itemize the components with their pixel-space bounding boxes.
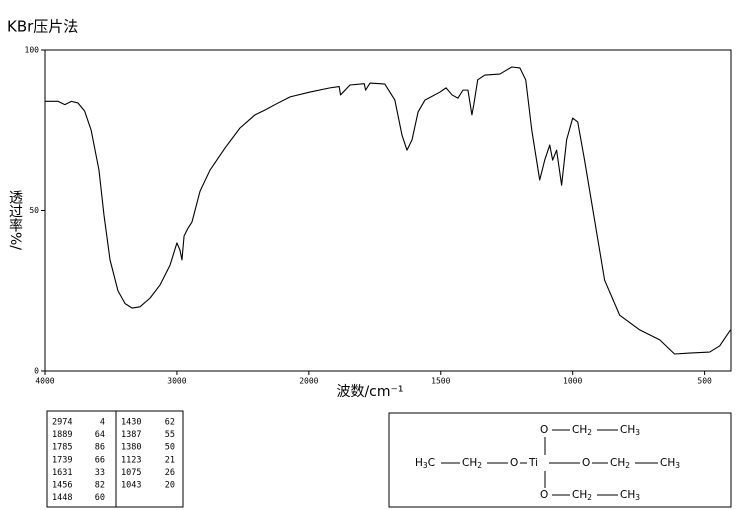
x-tick-label: 2000: [299, 377, 318, 386]
atom: CH: [620, 489, 635, 501]
structure-label: O: [540, 424, 548, 436]
subscript: 3: [675, 461, 680, 470]
x-tick-label: 3000: [167, 377, 186, 386]
peak-table-cell: 1448: [52, 493, 72, 503]
x-tick-label: 4000: [35, 377, 54, 386]
atom: CH: [462, 457, 477, 469]
peak-table-cell: 1043: [121, 481, 141, 491]
atom: CH: [610, 457, 625, 469]
peak-table-cell: 1387: [121, 430, 141, 440]
structure-label: O: [510, 457, 518, 469]
peak-table-cell: 86: [95, 443, 105, 453]
peak-table-cell: 1631: [52, 468, 72, 478]
peak-table-cell: 1785: [52, 443, 72, 453]
peak-table-cell: 1380: [121, 443, 141, 453]
peak-table-cell: 1456: [52, 481, 72, 491]
y-tick-label: 0: [34, 367, 39, 376]
peak-table-cell: 1075: [121, 468, 141, 478]
atom: O: [540, 424, 548, 436]
subscript: 2: [587, 428, 592, 437]
peak-table-cell: 4: [100, 418, 105, 428]
peak-table-cell: 20: [165, 481, 175, 491]
y-tick-label: 100: [25, 46, 40, 55]
peak-table-cell: 26: [165, 468, 175, 478]
peak-table-cell: 2974: [52, 418, 72, 428]
x-axis-label: 波数/cm⁻¹: [336, 384, 403, 400]
peak-table-cell: 1889: [52, 430, 72, 440]
structure-label: CH3: [620, 489, 640, 502]
subscript: 3: [423, 461, 428, 470]
peak-table-cell: 1430: [121, 418, 141, 428]
peak-table-cell: 64: [95, 430, 105, 440]
peak-table-cell: 62: [165, 418, 175, 428]
atom: H: [415, 457, 423, 469]
peak-table-cell: 33: [95, 468, 105, 478]
x-tick-label: 1000: [563, 377, 582, 386]
structure-bonds: [441, 429, 658, 496]
y-tick-label: 50: [29, 206, 39, 215]
peak-table-cell: 60: [95, 493, 105, 503]
y-axis-label: 透过率%/: [7, 190, 23, 250]
spectrum-line: [45, 66, 731, 355]
atom: CH: [572, 424, 587, 436]
subscript: 3: [635, 493, 640, 502]
structure-label: CH2: [610, 457, 630, 470]
structure-label: CH2: [462, 457, 482, 470]
plot-frame: [44, 49, 732, 372]
atom: CH: [620, 424, 635, 436]
subscript: 2: [625, 461, 630, 470]
structure-label: CH3: [660, 457, 680, 470]
peak-table-frame: [46, 410, 184, 508]
structure-label: CH2: [572, 424, 592, 437]
x-tick-label: 500: [697, 377, 712, 386]
atom: O: [540, 489, 548, 501]
peak-table-cell: 1123: [121, 455, 141, 465]
peak-table-cell: 66: [95, 455, 105, 465]
chart-title: KBr压片法: [7, 18, 78, 36]
atom: O: [510, 457, 518, 469]
structure-label: H3C: [415, 457, 435, 470]
structure-label: Ti: [528, 457, 538, 469]
peak-table-cell: 50: [165, 443, 175, 453]
structure-label: O: [540, 489, 548, 501]
peak-table-cell: 82: [95, 481, 105, 491]
peak-table-cell: 55: [165, 430, 175, 440]
atom: O: [582, 457, 590, 469]
structure-label: O: [582, 457, 590, 469]
peak-table-cell: 1739: [52, 455, 72, 465]
atom: CH: [660, 457, 675, 469]
x-tick-label: 1500: [431, 377, 450, 386]
atom: C: [428, 457, 435, 469]
subscript: 2: [477, 461, 482, 470]
structure-frame: [388, 412, 732, 508]
subscript: 3: [635, 428, 640, 437]
atom: CH: [572, 489, 587, 501]
peak-table-cell: 21: [165, 455, 175, 465]
structure-label: CH2: [572, 489, 592, 502]
structure-label: CH3: [620, 424, 640, 437]
subscript: 2: [587, 493, 592, 502]
atom: Ti: [528, 457, 538, 469]
